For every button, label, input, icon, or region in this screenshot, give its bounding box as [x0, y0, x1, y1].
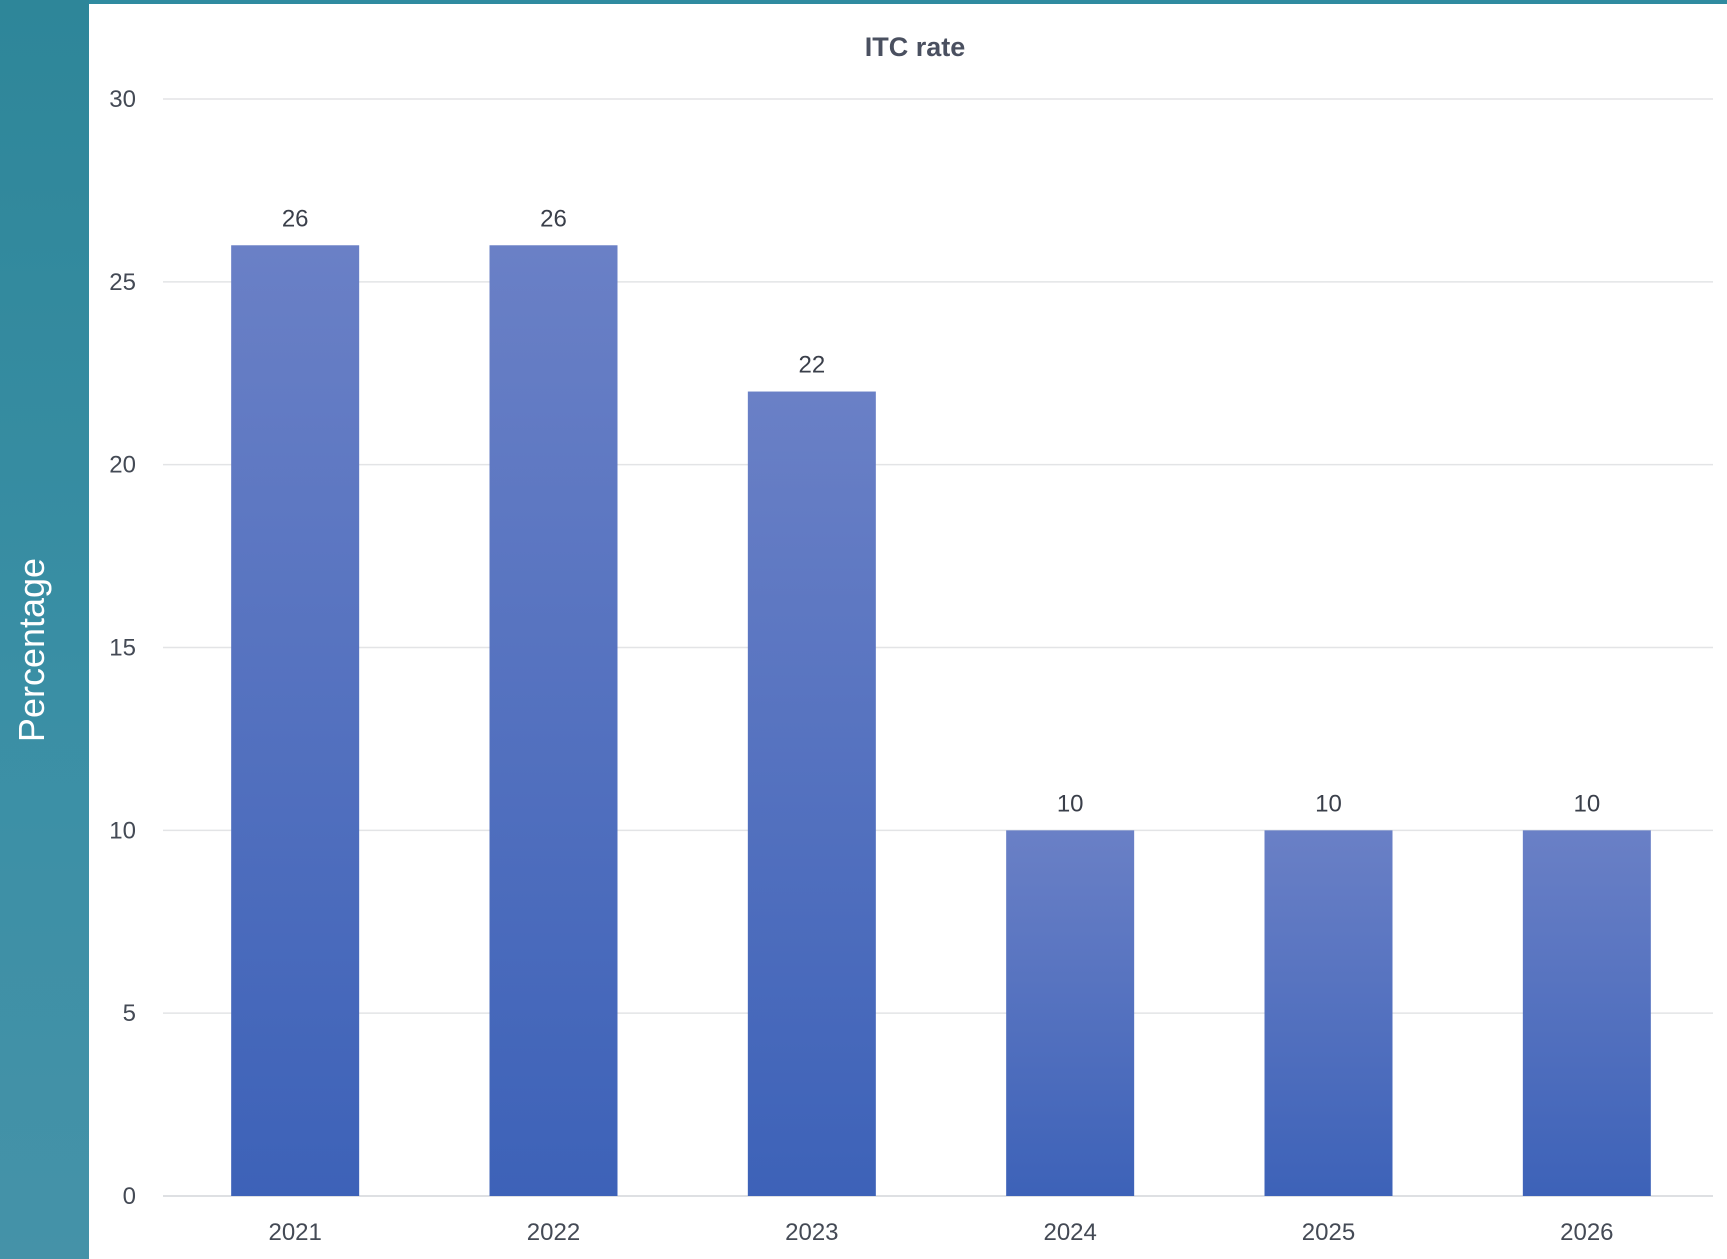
x-tick-label-2024: 2024 [1043, 1219, 1096, 1246]
bar-2025 [1264, 830, 1393, 1196]
bar-2022 [489, 245, 618, 1196]
x-tick-label-2026: 2026 [1560, 1219, 1613, 1246]
x-tick-label-2021: 2021 [268, 1219, 321, 1246]
chart-title: ITC rate [865, 32, 966, 62]
chart-panel: ITC rate 0 5 10 15 20 25 30 26 26 22 10 10 10 2021 2… [89, 4, 1727, 1259]
data-label-2024: 10 [1057, 790, 1084, 817]
bar-2024 [1006, 830, 1135, 1196]
x-tick-label-2022: 2022 [527, 1219, 580, 1246]
x-tick-label-2025: 2025 [1302, 1219, 1355, 1246]
gridlines [163, 98, 1713, 1197]
data-label-2022: 26 [540, 205, 567, 232]
bar-2026 [1522, 830, 1651, 1196]
bars [231, 245, 1651, 1196]
data-label-2025: 10 [1315, 790, 1342, 817]
y-axis-label: Percentage [11, 557, 52, 743]
data-label-2021: 26 [282, 205, 309, 232]
y-tick-label: 30 [109, 86, 136, 113]
y-tick-labels: 0 5 10 15 20 25 30 [109, 86, 136, 1210]
y-tick-label: 15 [109, 635, 136, 662]
data-label-2026: 10 [1573, 790, 1600, 817]
bar-2023 [747, 391, 876, 1196]
data-labels: 26 26 22 10 10 10 [282, 205, 1600, 817]
y-tick-label: 20 [109, 452, 136, 479]
y-tick-label: 25 [109, 269, 136, 296]
y-tick-label: 5 [123, 1000, 136, 1027]
y-tick-label: 10 [109, 817, 136, 844]
side-panel: Percentage [0, 0, 89, 1259]
bar-2021 [231, 245, 360, 1196]
x-tick-labels: 2021 2022 2023 2024 2025 2026 [268, 1219, 1613, 1246]
x-tick-label-2023: 2023 [785, 1219, 838, 1246]
data-label-2023: 22 [798, 352, 825, 379]
y-tick-label: 0 [123, 1183, 136, 1210]
